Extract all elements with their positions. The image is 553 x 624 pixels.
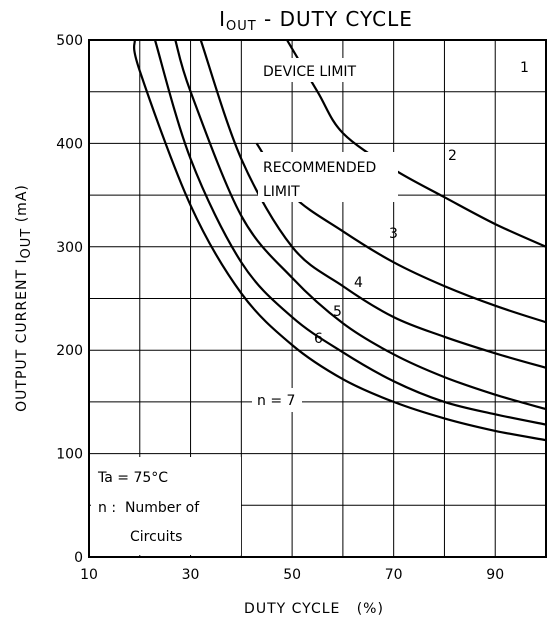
note-circuits: Circuits — [130, 529, 182, 545]
y-tick-label: 500 — [56, 33, 83, 49]
series-label-5: 5 — [333, 304, 342, 320]
plot-frame — [88, 39, 547, 558]
ylabel-rest: (mA) — [14, 184, 30, 228]
curve-n7 — [132, 39, 547, 442]
series-label-4: 4 — [354, 275, 363, 291]
series-label-6: 6 — [314, 331, 323, 347]
device-limit-mask — [258, 58, 376, 82]
note-n-definition: n : Number of — [98, 500, 200, 516]
x-tick-label: 10 — [80, 567, 98, 583]
y-tick-label: 300 — [56, 240, 83, 256]
title-prefix: I — [219, 7, 226, 31]
tick-labels: 10 30 50 70 90 0 100 200 300 400 500 — [56, 33, 504, 583]
recommended-limit-mask — [258, 152, 398, 202]
note-temperature: Ta = 75°C — [97, 470, 168, 486]
x-tick-label: 70 — [385, 567, 403, 583]
series-label-2: 2 — [448, 148, 457, 164]
x-axis-label: DUTY CYCLE (%) — [244, 601, 384, 617]
series-label-3: 3 — [389, 226, 398, 242]
chart-title: IOUT - DUTY CYCLE — [219, 7, 413, 34]
curves — [132, 39, 547, 442]
y-axis-label: OUTPUT CURRENT IOUT (mA) — [14, 184, 34, 412]
notes-box — [91, 457, 241, 555]
y-tick-label: 0 — [74, 550, 83, 566]
x-tick-label: 50 — [283, 567, 301, 583]
x-tick-label: 90 — [486, 567, 504, 583]
ylabel-subscript: OUT — [19, 228, 34, 259]
series-label-1: 1 — [520, 60, 529, 76]
series-label-7: n = 7 — [257, 393, 295, 409]
x-tick-label: 30 — [182, 567, 200, 583]
device-limit-label: DEVICE LIMIT — [263, 64, 357, 80]
y-tick-label: 100 — [56, 447, 83, 463]
y-tick-label: 200 — [56, 343, 83, 359]
curve-5 — [174, 39, 547, 411]
y-tick-label: 400 — [56, 136, 83, 152]
title-rest: - DUTY CYCLE — [257, 7, 413, 31]
curve-4 — [199, 39, 547, 369]
limit-label: LIMIT — [263, 184, 300, 200]
title-subscript: OUT — [226, 19, 257, 34]
n7-label-mask — [252, 388, 302, 412]
ylabel-prefix: OUTPUT CURRENT I — [14, 258, 30, 411]
recommended-label: RECOMMENDED — [263, 160, 376, 176]
curve-6 — [153, 39, 547, 426]
